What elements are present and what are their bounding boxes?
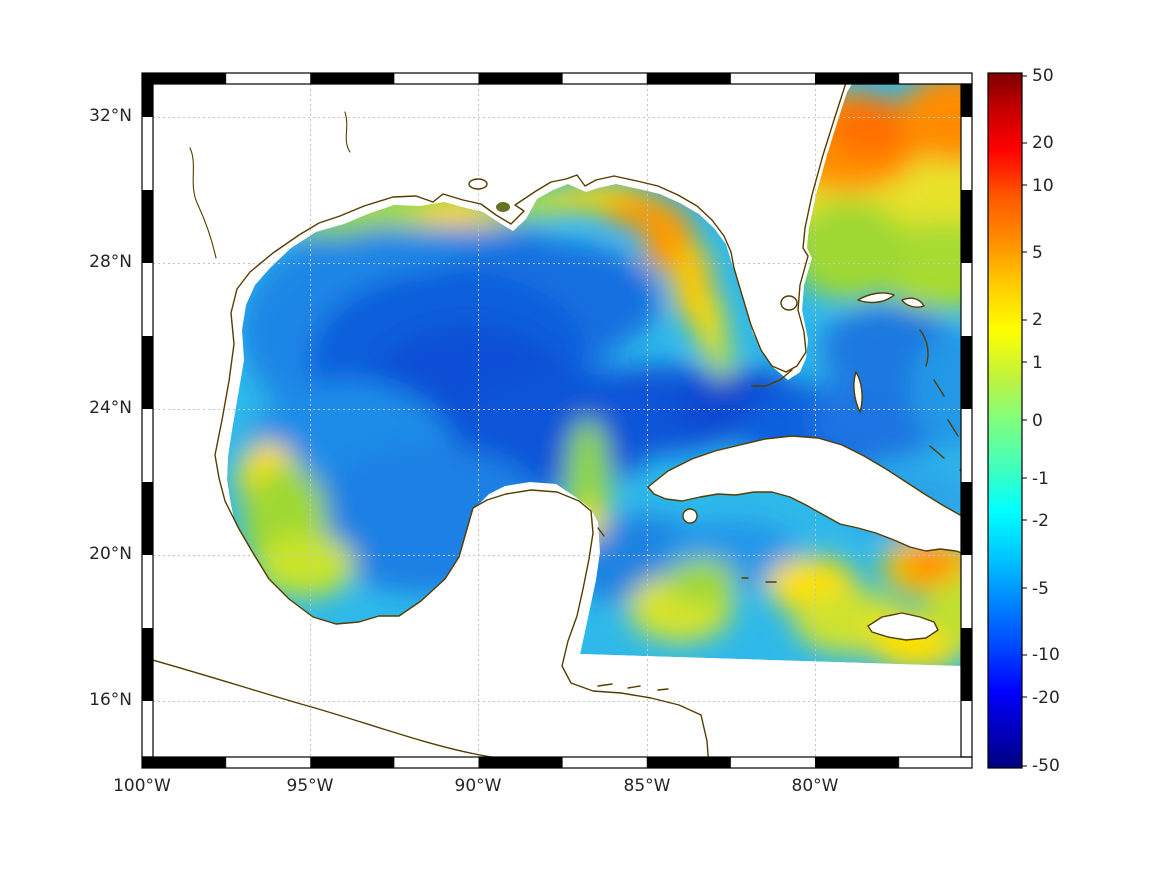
jamaica [867, 612, 939, 641]
x-tick-label-90w: 90°W [454, 776, 502, 796]
x-tick-label-80w: 80°W [791, 776, 839, 796]
bay-island-2 [627, 685, 641, 689]
cbar-tick-1: 1 [1032, 353, 1043, 373]
graticule-gridlines [153, 84, 961, 757]
cbar-tick-5: 5 [1032, 243, 1043, 263]
cuba [647, 435, 961, 554]
map-frame [141, 72, 973, 769]
y-tick-label-28n: 28°N [89, 252, 132, 272]
river-squiggle [344, 111, 351, 153]
lake-pontchartrain [468, 178, 488, 190]
grand-bahama [857, 292, 895, 304]
y-tick-label-16n: 16°N [89, 690, 132, 710]
cbar-tick-2: 2 [1032, 310, 1043, 330]
cbar-tick-50: 50 [1032, 66, 1054, 86]
y-tick-label-32n: 32°N [89, 106, 132, 126]
florida-keys [751, 369, 793, 387]
mississippi-delta-marsh [496, 202, 510, 212]
colorbar-gradient [987, 72, 1023, 769]
cbar-tick-m1: -1 [1032, 469, 1049, 489]
cbar-tick-m10: -10 [1032, 645, 1060, 665]
lake-okeechobee [780, 295, 798, 311]
cbar-tick-m20: -20 [1032, 688, 1060, 708]
cbar-tick-20: 20 [1032, 133, 1054, 153]
bahamas-islet-2 [947, 419, 959, 437]
x-tick-label-85w: 85°W [623, 776, 671, 796]
y-tick-label-24n: 24°N [89, 398, 132, 418]
bay-island-3 [657, 688, 669, 691]
isle-of-youth [682, 508, 698, 524]
cbar-tick-m50: -50 [1032, 756, 1060, 776]
rio-grande-river [189, 147, 217, 259]
bahamas-islet-1 [933, 379, 945, 397]
cozumel [597, 527, 605, 537]
land-masses [153, 84, 846, 757]
cbar-tick-0: 0 [1032, 411, 1043, 431]
bahamas-islet-3 [929, 445, 945, 459]
bay-island-1 [597, 683, 613, 687]
cbar-tick-10: 10 [1032, 176, 1054, 196]
eleuthera [919, 329, 929, 367]
x-tick-label-100w: 100°W [113, 776, 171, 796]
cbar-tick-m2: -2 [1032, 511, 1049, 531]
abaco [901, 297, 925, 308]
north-america-coastline [214, 84, 847, 757]
y-tick-label-20n: 20°N [89, 544, 132, 564]
mexico-pacific-coastline [153, 659, 496, 757]
andros [853, 371, 863, 413]
coastlines [153, 84, 961, 757]
cbar-tick-m5: -5 [1032, 579, 1049, 599]
x-tick-label-95w: 95°W [286, 776, 334, 796]
colorbar [987, 72, 1027, 769]
